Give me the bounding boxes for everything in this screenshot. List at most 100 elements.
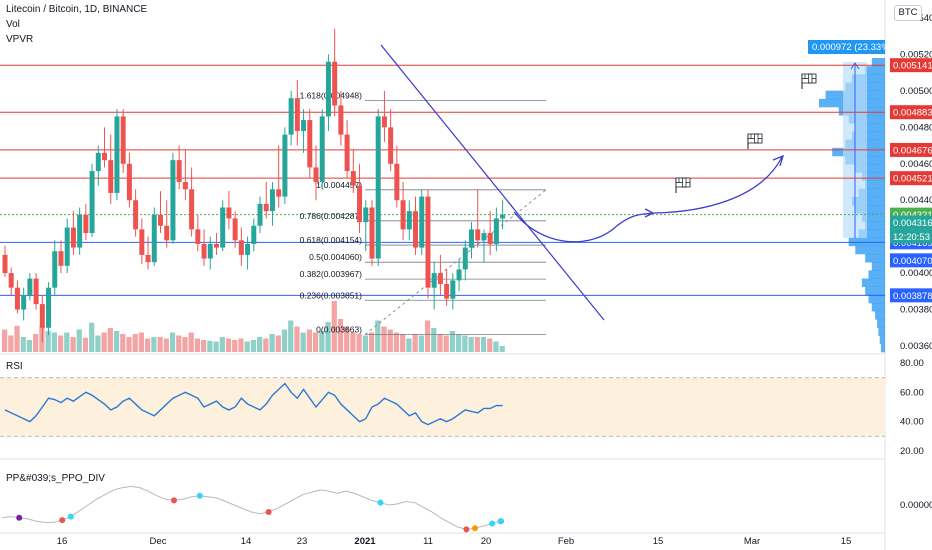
rsi-tick-label: 80.00 bbox=[900, 358, 924, 369]
volume-bar bbox=[337, 319, 344, 352]
candle-body bbox=[257, 203, 263, 226]
candle-body bbox=[288, 98, 294, 135]
candle-body bbox=[46, 287, 52, 328]
candle-body bbox=[307, 120, 313, 168]
rsi-pane-title[interactable]: RSI bbox=[6, 361, 23, 372]
vpvr-row bbox=[868, 270, 885, 279]
candle-body bbox=[238, 240, 244, 255]
candle-body bbox=[388, 127, 394, 164]
vpvr-row bbox=[871, 262, 885, 271]
time-tick-label: Feb bbox=[558, 536, 574, 547]
candle-body bbox=[357, 185, 363, 223]
level-tag-0.004883 bbox=[890, 105, 932, 120]
volume-bar bbox=[163, 338, 169, 352]
rsi-tick-label: 20.00 bbox=[900, 446, 924, 457]
volume-bar bbox=[474, 337, 480, 352]
volume-bar bbox=[182, 337, 188, 352]
volume-bar bbox=[356, 334, 362, 352]
vpvr-indicator-label[interactable]: VPVR bbox=[6, 34, 34, 45]
vpvr-row bbox=[868, 294, 885, 304]
volume-bar bbox=[406, 338, 412, 352]
volume-bar bbox=[194, 338, 201, 352]
candle-body bbox=[102, 152, 108, 161]
ppo-pane-title[interactable]: PP&#039;s_PPO_DIV bbox=[6, 473, 105, 484]
fib-label: 1(0.004457) bbox=[316, 180, 362, 190]
vpvr-profile bbox=[819, 58, 885, 353]
candle-body bbox=[58, 251, 64, 266]
horizontal-levels bbox=[0, 64, 885, 296]
vpvr-row bbox=[852, 196, 885, 206]
candle-body bbox=[338, 105, 344, 135]
candle-body bbox=[195, 229, 201, 244]
volume-bar bbox=[8, 335, 14, 352]
volume-bar bbox=[300, 332, 306, 352]
rsi-tick-label: 40.00 bbox=[900, 417, 924, 428]
time-tick-label: 2021 bbox=[354, 536, 376, 547]
candle-body bbox=[27, 278, 33, 295]
volume-bar bbox=[400, 334, 406, 352]
candle-body bbox=[381, 116, 387, 128]
volume-bar bbox=[45, 331, 51, 352]
volume-bar bbox=[188, 332, 194, 352]
vpvr-row bbox=[858, 188, 885, 198]
candle-body bbox=[207, 243, 213, 259]
projection-arrow-1 bbox=[644, 208, 655, 218]
candle-body bbox=[469, 229, 474, 248]
volume-bar bbox=[393, 332, 400, 352]
volume-bar bbox=[20, 337, 26, 352]
level-tag-0.004883-text: 0.004883 bbox=[893, 108, 932, 119]
level-tag-0.003878-text: 0.003878 bbox=[893, 291, 932, 302]
fib-label: 0(0.003663) bbox=[316, 325, 362, 335]
candle-body bbox=[151, 214, 157, 263]
volume-bar bbox=[76, 329, 82, 352]
volume-bar bbox=[138, 332, 145, 352]
candle-body bbox=[182, 182, 188, 190]
candle-body bbox=[170, 160, 176, 241]
candle-body bbox=[425, 196, 431, 288]
vpvr-row bbox=[865, 286, 885, 296]
level-tag-0.004676-text: 0.004676 bbox=[893, 145, 932, 156]
volume-bar bbox=[219, 337, 225, 352]
candle-body bbox=[350, 171, 356, 186]
volume-bar bbox=[499, 346, 505, 352]
candle-body bbox=[282, 134, 288, 197]
level-tag-4070 bbox=[890, 253, 932, 268]
ppo-divergence-dot bbox=[16, 514, 23, 521]
candle-body bbox=[481, 233, 487, 241]
vpvr-row bbox=[871, 303, 885, 312]
volume-bar bbox=[462, 335, 468, 352]
ppo-divergence-dot bbox=[489, 520, 496, 527]
measure-tag-text: 0.000972 (23.33%) bbox=[812, 42, 893, 53]
vol-indicator-label[interactable]: Vol bbox=[6, 19, 20, 30]
vpvr-row bbox=[855, 123, 885, 132]
candle-body bbox=[301, 120, 307, 131]
candle-body bbox=[120, 116, 126, 164]
candle-body bbox=[114, 116, 120, 193]
candle-body bbox=[493, 218, 499, 244]
volume-bar bbox=[487, 338, 493, 352]
volume-bar bbox=[101, 332, 107, 352]
drawings bbox=[380, 44, 817, 321]
projection-path bbox=[513, 156, 783, 243]
rsi-band bbox=[0, 377, 885, 437]
candle-body bbox=[14, 287, 20, 310]
candle-body bbox=[462, 247, 468, 270]
volume-bar bbox=[493, 341, 499, 352]
flag-icon-check bbox=[802, 73, 816, 84]
candle-body bbox=[145, 254, 151, 263]
candle-body bbox=[201, 243, 207, 259]
volume-bar bbox=[288, 320, 294, 352]
candle-body bbox=[276, 189, 282, 197]
vpvr-row bbox=[865, 221, 885, 230]
ppo-line bbox=[1, 485, 501, 530]
ppo-divergence-dot bbox=[171, 497, 177, 504]
volume-bar bbox=[443, 335, 449, 352]
currency-badge[interactable]: BTC bbox=[894, 5, 922, 21]
volume-bar bbox=[169, 332, 176, 352]
time-tick-label: 15 bbox=[841, 536, 852, 547]
candle-body bbox=[487, 233, 493, 244]
volume-bar bbox=[456, 334, 462, 352]
